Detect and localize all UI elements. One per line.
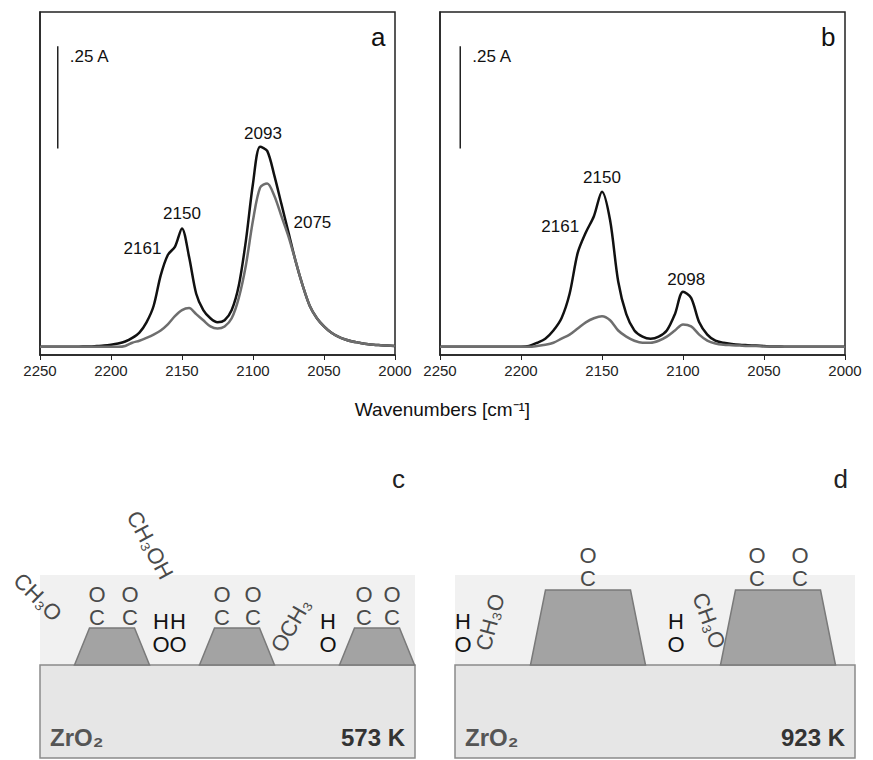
svg-text:2150: 2150 [163,204,201,223]
svg-text:.25 A: .25 A [70,47,109,66]
svg-text:573 K: 573 K [341,724,406,751]
svg-text:C: C [89,605,105,630]
svg-text:2075: 2075 [294,213,332,232]
svg-text:H: H [455,609,471,634]
svg-text:2161: 2161 [541,217,579,236]
svg-text:2250: 2250 [423,362,456,379]
svg-text:d: d [834,464,848,494]
svg-text:2050: 2050 [747,362,780,379]
svg-text:2100: 2100 [666,362,699,379]
svg-text:O: O [319,632,336,657]
svg-text:2150: 2150 [165,362,198,379]
svg-text:C: C [749,566,765,591]
svg-text:O: O [748,543,765,568]
svg-text:2161: 2161 [124,239,162,258]
svg-text:O: O [213,582,230,607]
svg-text:a: a [371,22,386,52]
svg-text:O: O [244,582,261,607]
svg-text:923 K: 923 K [781,724,846,751]
svg-text:2200: 2200 [504,362,537,379]
svg-text:C: C [356,605,372,630]
svg-text:O: O [791,543,808,568]
svg-text:CH₃OH: CH₃OH [122,507,179,584]
svg-text:b: b [821,22,835,52]
svg-text:2050: 2050 [307,362,340,379]
svg-text:O: O [454,632,471,657]
svg-text:O: O [121,582,138,607]
svg-text:O: O [355,582,372,607]
svg-text:C: C [122,605,138,630]
svg-text:ZrO₂: ZrO₂ [50,724,103,751]
svg-text:c: c [392,464,405,494]
svg-text:OCH₃: OCH₃ [266,594,317,657]
svg-text:H: H [320,609,336,634]
svg-text:ZrO₂: ZrO₂ [465,724,518,751]
svg-text:CH₃O: CH₃O [687,589,730,652]
svg-text:CH₃O: CH₃O [471,591,510,653]
svg-text:2200: 2200 [94,362,127,379]
svg-text:Wavenumbers [cm⁻¹]: Wavenumbers [cm⁻¹] [355,399,530,420]
svg-text:.25 A: .25 A [472,47,511,66]
svg-text:2150: 2150 [583,168,621,187]
svg-text:2000: 2000 [828,362,861,379]
svg-text:2093: 2093 [244,124,282,143]
svg-text:O: O [383,582,400,607]
svg-text:2250: 2250 [23,362,56,379]
svg-text:O: O [152,632,169,657]
svg-text:C: C [384,605,400,630]
svg-text:2150: 2150 [585,362,618,379]
svg-text:O: O [579,543,596,568]
svg-text:C: C [214,605,230,630]
svg-text:2098: 2098 [667,270,705,289]
svg-text:H: H [668,609,684,634]
svg-text:H: H [170,609,186,634]
svg-text:O: O [88,582,105,607]
svg-text:CH₃O: CH₃O [8,568,67,627]
svg-text:O: O [169,632,186,657]
svg-text:2000: 2000 [378,362,411,379]
svg-text:C: C [580,566,596,591]
svg-text:2100: 2100 [236,362,269,379]
svg-text:C: C [792,566,808,591]
svg-text:H: H [153,609,169,634]
svg-text:C: C [245,605,261,630]
svg-text:O: O [667,632,684,657]
